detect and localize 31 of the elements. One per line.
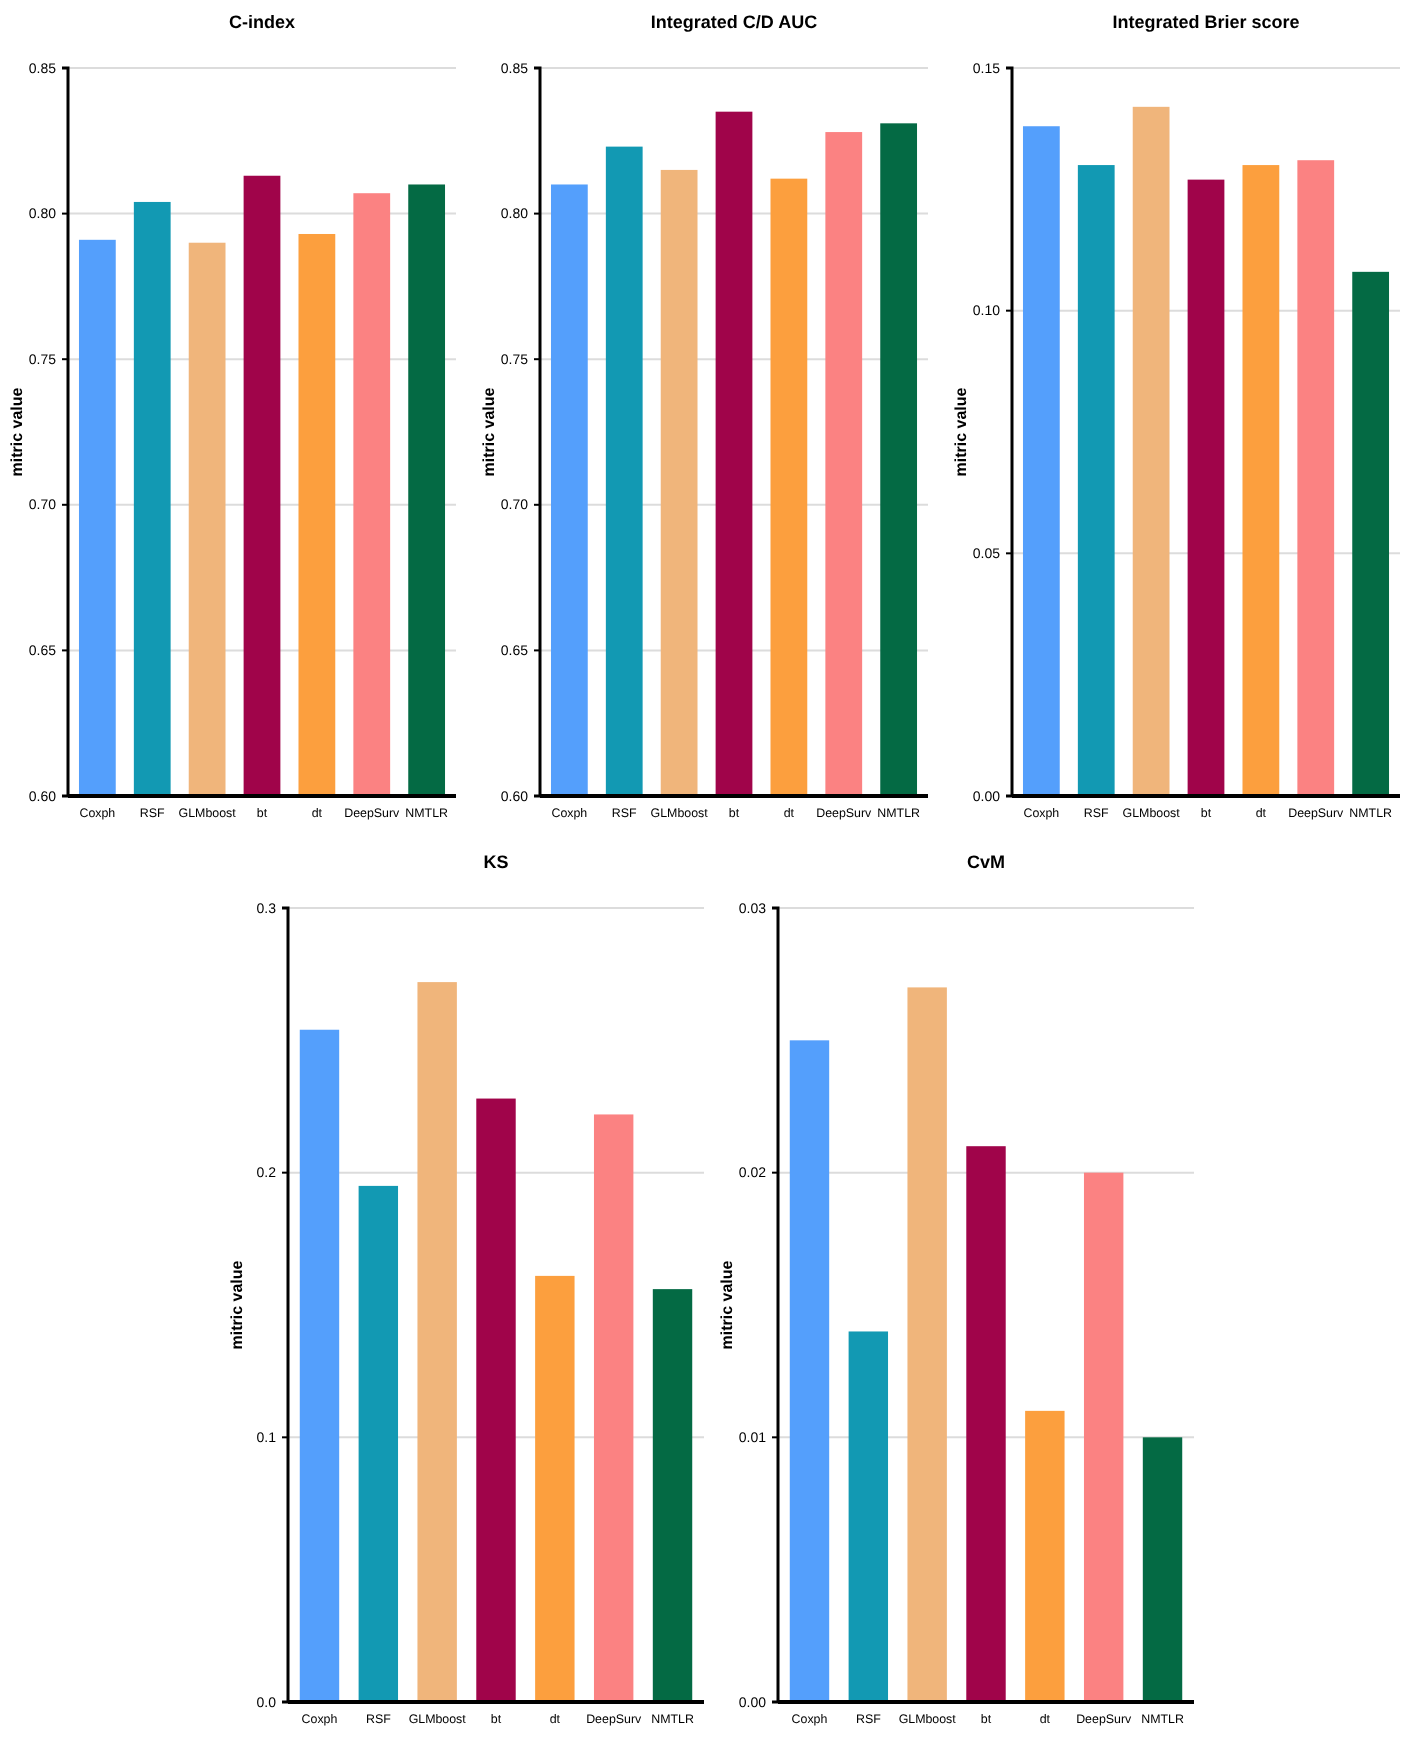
y-axis-title: mitric value: [228, 1259, 246, 1350]
chart-title: CvM: [966, 852, 1006, 872]
bar: [1077, 165, 1115, 796]
bar: [1142, 1437, 1183, 1702]
chart-title: Integrated C/D AUC: [650, 12, 819, 32]
bar: [1187, 179, 1225, 796]
bar: [966, 1146, 1006, 1702]
y-axis-title: mitric value: [480, 386, 498, 477]
bar: [1352, 271, 1390, 796]
bar: [907, 987, 947, 1702]
y-axis-title: mitric value: [8, 386, 26, 477]
bar: [417, 982, 457, 1702]
bar: [848, 1331, 889, 1702]
bar: [1083, 1172, 1124, 1702]
chart-title: Integrated Brier score: [1112, 12, 1300, 32]
chart-title: C-index: [228, 12, 296, 32]
y-axis-title: mitric value: [718, 1259, 736, 1350]
bar: [1022, 126, 1060, 796]
bar: [299, 1029, 340, 1702]
bar: [593, 1114, 634, 1702]
bar: [358, 1185, 399, 1702]
chart-title: KS: [483, 852, 509, 872]
bar: [535, 1275, 575, 1702]
bar: [476, 1098, 516, 1702]
bar: [789, 1040, 830, 1702]
bar: [1132, 106, 1170, 796]
bar: [1242, 165, 1280, 796]
bar: [652, 1289, 693, 1702]
bar: [1297, 160, 1335, 796]
y-axis-title: mitric value: [952, 386, 970, 477]
bar: [1025, 1410, 1065, 1702]
